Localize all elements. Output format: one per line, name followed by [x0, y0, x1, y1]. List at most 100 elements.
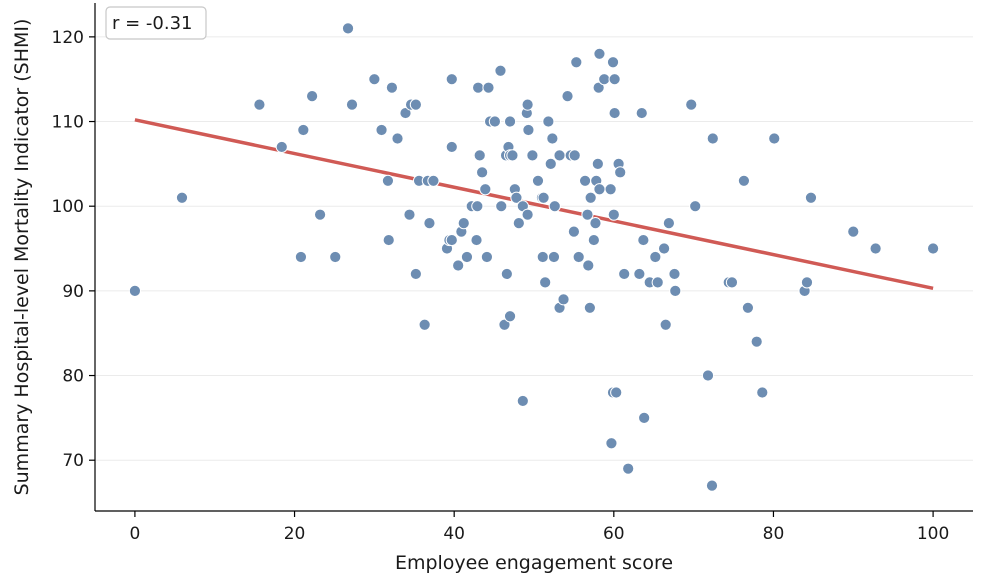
data-point [500, 267, 513, 281]
data-point [368, 73, 381, 86]
data-point [869, 242, 882, 255]
y-tick-label: 120 [52, 28, 84, 48]
data-point [608, 106, 621, 120]
correlation-label: r = -0.31 [112, 13, 193, 34]
data-point [633, 267, 646, 281]
data-point [385, 81, 399, 94]
data-point [452, 259, 465, 272]
data-point [297, 123, 310, 137]
data-point [445, 73, 458, 86]
data-point [494, 64, 507, 77]
correlation-annotation: r = -0.31 [105, 6, 207, 40]
data-point [593, 183, 606, 196]
data-point [503, 115, 517, 128]
data-point [473, 149, 486, 162]
data-point [847, 225, 860, 238]
data-point [568, 149, 581, 162]
data-point [537, 191, 550, 204]
data-point [706, 132, 719, 145]
data-point [622, 462, 635, 475]
data-point [604, 183, 617, 196]
data-point [544, 157, 557, 170]
data-point [457, 217, 470, 230]
data-point [583, 301, 596, 314]
data-point [685, 98, 698, 111]
data-point [741, 301, 755, 314]
data-point [516, 394, 529, 408]
data-point [542, 115, 555, 128]
data-point [345, 98, 359, 111]
data-point [768, 132, 781, 145]
data-point [445, 233, 458, 247]
data-point [423, 217, 436, 230]
data-point [606, 56, 620, 69]
data-point [409, 98, 422, 111]
x-tick-label: 40 [443, 524, 465, 544]
data-point [476, 166, 489, 179]
data-point [567, 225, 581, 238]
data-point [572, 250, 585, 264]
data-point [531, 174, 545, 187]
data-point [521, 98, 534, 111]
x-tick-label: 100 [917, 524, 949, 544]
data-point [553, 149, 566, 162]
data-point [649, 250, 662, 264]
data-point [427, 174, 440, 187]
data-point [479, 183, 492, 196]
y-tick-label: 110 [52, 113, 84, 133]
data-point [391, 132, 404, 145]
data-point [570, 56, 583, 69]
data-point [659, 318, 672, 331]
data-point [460, 250, 474, 264]
x-axis-title: Employee engagement score [395, 552, 673, 574]
trend-line-layer [134, 118, 934, 291]
x-axis-ticks: 0 20 40 60 80 100 [129, 511, 949, 544]
data-point [409, 267, 422, 281]
data-point [581, 208, 594, 221]
data-point [510, 191, 523, 204]
data-point [512, 217, 525, 230]
data-point [638, 411, 651, 424]
data-point [275, 140, 288, 154]
data-point [294, 250, 308, 264]
y-axis-title: Summary Hospital-level Mortality Indicat… [11, 19, 33, 496]
data-point [503, 310, 517, 323]
data-point [495, 200, 508, 213]
data-point [403, 208, 416, 221]
data-point [561, 90, 574, 103]
data-point [382, 233, 395, 247]
data-point [598, 73, 611, 86]
data-point [756, 386, 769, 399]
data-point [610, 386, 623, 399]
data-point [548, 200, 561, 213]
data-point [651, 276, 664, 289]
data-point [547, 250, 561, 264]
data-point [705, 479, 719, 492]
data-point [725, 276, 739, 289]
data-point [480, 250, 494, 264]
data-point [662, 217, 675, 230]
y-axis-ticks: 70 80 90 100 110 120 [52, 28, 95, 471]
data-point [593, 47, 606, 60]
data-point [669, 284, 682, 297]
data-point [614, 166, 627, 179]
data-point [522, 123, 535, 137]
grid-lines [95, 36, 973, 461]
trend-line [134, 118, 934, 291]
data-point [618, 267, 631, 281]
x-tick-label: 20 [284, 524, 306, 544]
data-point [589, 217, 602, 230]
data-point [381, 174, 395, 187]
y-tick-label: 100 [52, 197, 84, 217]
data-point [488, 115, 501, 128]
data-point [329, 250, 342, 264]
data-point [587, 233, 600, 247]
data-point [592, 81, 605, 94]
data-point [375, 123, 388, 137]
data-point [506, 149, 519, 162]
data-point [472, 81, 485, 94]
data-point [635, 106, 648, 120]
data-point [926, 242, 940, 255]
data-point [526, 149, 539, 162]
